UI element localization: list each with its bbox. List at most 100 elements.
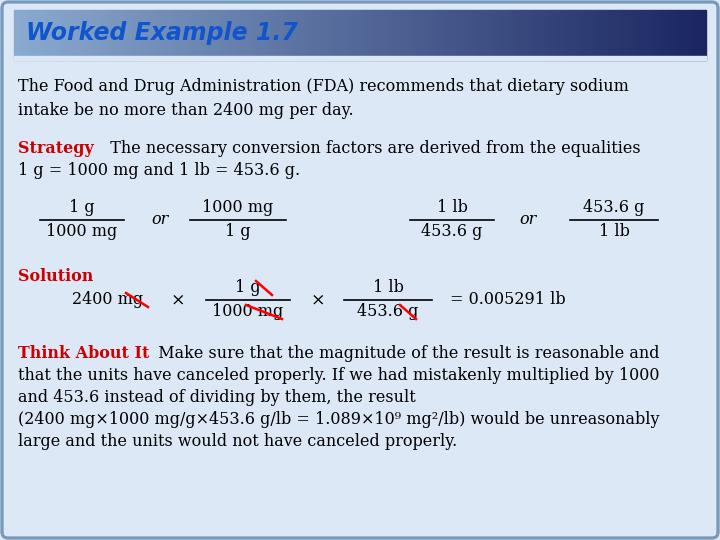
Text: 453.6 g: 453.6 g: [357, 303, 419, 321]
Bar: [480, 10, 482, 60]
Bar: [235, 10, 238, 60]
Bar: [577, 10, 579, 60]
Bar: [55, 10, 58, 60]
Bar: [132, 10, 134, 60]
Bar: [341, 10, 344, 60]
Bar: [328, 10, 330, 60]
Bar: [97, 10, 99, 60]
Bar: [19, 10, 21, 60]
Bar: [392, 10, 395, 60]
Text: 1 lb: 1 lb: [372, 280, 403, 296]
Bar: [462, 10, 464, 60]
Bar: [605, 10, 607, 60]
Bar: [289, 10, 291, 60]
Bar: [323, 10, 325, 60]
Bar: [464, 10, 466, 60]
Bar: [134, 10, 136, 60]
Bar: [623, 10, 625, 60]
Bar: [67, 10, 69, 60]
Bar: [256, 10, 258, 60]
Bar: [519, 10, 521, 60]
Bar: [187, 10, 189, 60]
Bar: [496, 10, 498, 60]
Bar: [233, 10, 235, 60]
Bar: [387, 10, 390, 60]
Bar: [346, 10, 348, 60]
Bar: [413, 10, 415, 60]
Bar: [65, 10, 67, 60]
Bar: [607, 10, 609, 60]
Bar: [651, 10, 653, 60]
Bar: [381, 10, 383, 60]
Bar: [136, 10, 138, 60]
Text: 453.6 g: 453.6 g: [421, 224, 482, 240]
Bar: [602, 10, 605, 60]
Text: 1 g: 1 g: [225, 224, 251, 240]
Bar: [35, 10, 37, 60]
Bar: [459, 10, 462, 60]
Bar: [379, 10, 381, 60]
Text: ×: ×: [171, 292, 185, 308]
Bar: [217, 10, 220, 60]
Bar: [646, 10, 648, 60]
Bar: [291, 10, 293, 60]
Bar: [339, 10, 341, 60]
Bar: [642, 10, 644, 60]
Bar: [37, 10, 40, 60]
Bar: [305, 10, 307, 60]
Bar: [540, 10, 542, 60]
Bar: [46, 10, 49, 60]
Bar: [166, 10, 168, 60]
Bar: [220, 10, 222, 60]
Bar: [243, 10, 245, 60]
Bar: [648, 10, 651, 60]
Bar: [420, 10, 422, 60]
Bar: [685, 10, 688, 60]
Bar: [575, 10, 577, 60]
Bar: [399, 10, 402, 60]
Bar: [74, 10, 76, 60]
Bar: [498, 10, 500, 60]
Bar: [238, 10, 240, 60]
Bar: [660, 10, 662, 60]
Bar: [450, 10, 452, 60]
Bar: [582, 10, 584, 60]
Bar: [109, 10, 111, 60]
Bar: [212, 10, 215, 60]
Bar: [593, 10, 595, 60]
Bar: [678, 10, 680, 60]
Bar: [150, 10, 153, 60]
Bar: [277, 10, 279, 60]
Bar: [584, 10, 586, 60]
Bar: [178, 10, 180, 60]
Bar: [203, 10, 205, 60]
Bar: [111, 10, 113, 60]
Bar: [300, 10, 302, 60]
Bar: [130, 10, 132, 60]
Bar: [40, 10, 42, 60]
Bar: [185, 10, 187, 60]
Bar: [157, 10, 159, 60]
Bar: [554, 10, 556, 60]
Bar: [295, 10, 298, 60]
Bar: [279, 10, 282, 60]
Bar: [695, 10, 697, 60]
Bar: [618, 10, 621, 60]
Bar: [586, 10, 588, 60]
Bar: [344, 10, 346, 60]
Bar: [609, 10, 611, 60]
Text: 1000 mg: 1000 mg: [202, 199, 274, 217]
Bar: [667, 10, 669, 60]
Bar: [475, 10, 477, 60]
Bar: [318, 10, 321, 60]
Bar: [448, 10, 450, 60]
Bar: [665, 10, 667, 60]
Text: 453.6 g: 453.6 g: [583, 199, 644, 217]
Bar: [395, 10, 397, 60]
Bar: [25, 10, 28, 60]
Bar: [452, 10, 454, 60]
Bar: [173, 10, 176, 60]
Text: 1 lb: 1 lb: [436, 199, 467, 217]
Bar: [630, 10, 632, 60]
Text: 1 g: 1 g: [69, 199, 95, 217]
